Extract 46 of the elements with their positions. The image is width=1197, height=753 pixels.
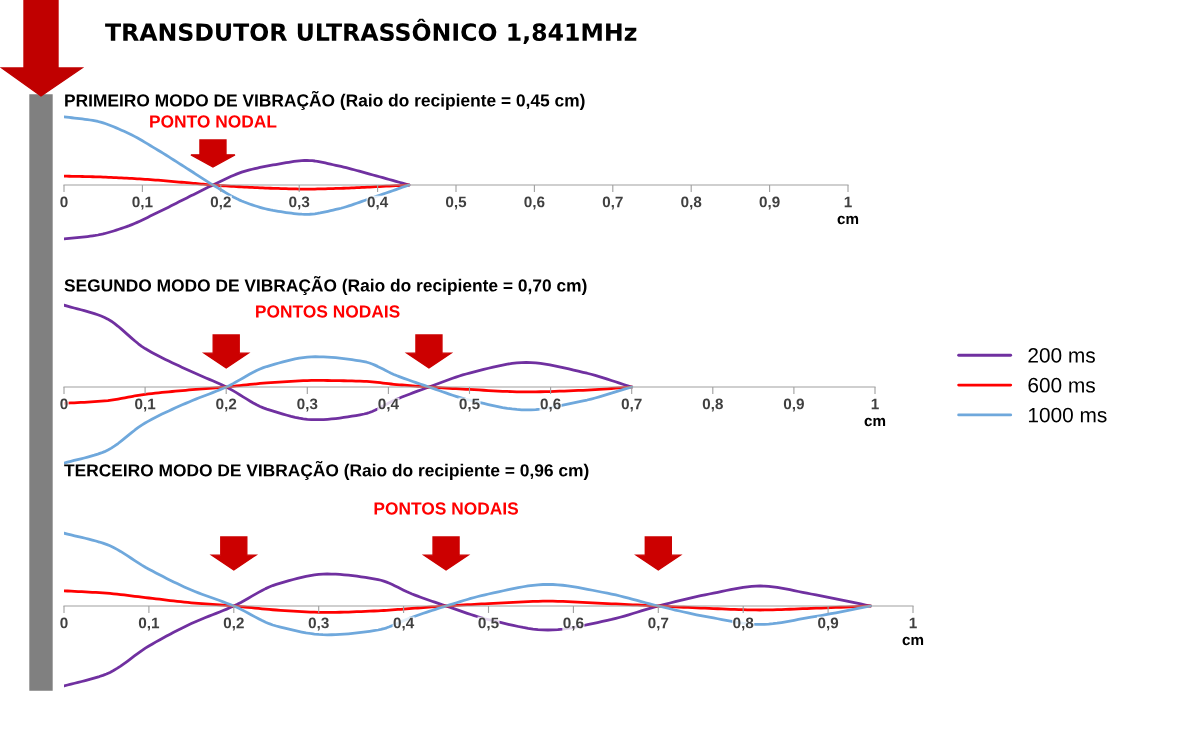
x-tick-label: 0,8 bbox=[733, 617, 754, 631]
x-tick-label: 0,4 bbox=[378, 398, 399, 412]
x-tick-label: 0,2 bbox=[223, 617, 244, 631]
x-tick-label: 0,6 bbox=[524, 196, 545, 210]
x-tick-label: 0 bbox=[60, 196, 68, 208]
x-tick-label: 0,9 bbox=[818, 617, 839, 631]
x-tick-label: 0 bbox=[60, 398, 68, 410]
x-axis-title: cm bbox=[902, 636, 924, 646]
x-tick-label: 0,1 bbox=[132, 196, 153, 210]
x-tick-label: 0,1 bbox=[135, 398, 156, 412]
x-tick-label: 0,2 bbox=[216, 398, 237, 412]
x-tick-label: 0,5 bbox=[445, 196, 467, 210]
x-tick-label: 0,5 bbox=[478, 617, 499, 631]
x-tick-label: 0,3 bbox=[289, 196, 310, 210]
x-tick-label: 0,4 bbox=[367, 196, 389, 210]
x-tick-label: 0,7 bbox=[602, 196, 623, 210]
x-tick-label: 0,7 bbox=[621, 398, 642, 412]
x-tick-label: 0,1 bbox=[138, 617, 160, 631]
x-tick-label: 0,7 bbox=[648, 617, 669, 631]
legend-label: 200 ms bbox=[1028, 348, 1095, 363]
x-tick-label: 0,2 bbox=[210, 196, 231, 210]
x-axis-title: cm bbox=[837, 215, 859, 225]
x-tick-label: 0,6 bbox=[563, 617, 584, 631]
x-tick-label: 0,4 bbox=[393, 617, 415, 631]
legend-label: 1000 ms bbox=[1028, 407, 1107, 423]
legend-label: 600 ms bbox=[1028, 377, 1095, 393]
x-tick-label: 0,8 bbox=[702, 398, 723, 412]
chart-title: TRANSDUTOR ULTRASSÔNICO 1,841MHz bbox=[105, 18, 637, 45]
chart-subtitle: TERCEIRO MODO DE VIBRAÇÃO (Raio do recipiente = 0,96 cm) bbox=[64, 460, 589, 480]
x-tick-label: 0 bbox=[60, 617, 68, 629]
annotation: PONTO NODAL bbox=[150, 115, 277, 128]
x-tick-label: 0,3 bbox=[308, 617, 329, 631]
x-tick-label: 0,5 bbox=[459, 398, 480, 412]
x-axis-title: cm bbox=[864, 417, 886, 427]
x-tick-label: 1 bbox=[871, 398, 879, 410]
x-tick-label: 1 bbox=[909, 617, 917, 629]
x-tick-label: 0,3 bbox=[297, 398, 318, 412]
annotation: PONTOS NODAIS bbox=[256, 305, 400, 318]
chart-subtitle: PRIMEIRO MODO DE VIBRAÇÃO (Raio do recipiente = 0,45 cm) bbox=[65, 90, 585, 110]
x-tick-label: 1 bbox=[844, 196, 852, 208]
x-tick-label: 0,9 bbox=[759, 196, 780, 210]
x-tick-label: 0,9 bbox=[783, 398, 804, 412]
chart-subtitle: SEGUNDO MODO DE VIBRAÇÃO (Raio do recipiente = 0,70 cm) bbox=[64, 275, 587, 296]
x-tick-label: 0,8 bbox=[681, 196, 702, 210]
text: PONTOS NODAIS bbox=[374, 502, 519, 515]
x-tick-label: 0,6 bbox=[540, 398, 561, 412]
